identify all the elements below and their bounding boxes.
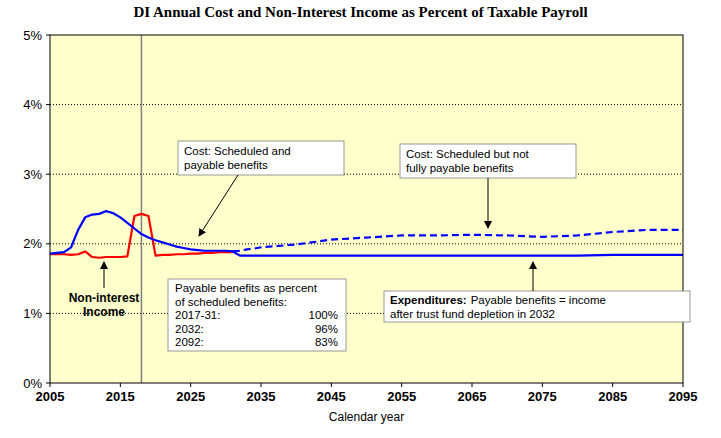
- x-tick: [331, 383, 332, 387]
- x-tick: [683, 383, 684, 387]
- x-tick: [50, 383, 51, 387]
- annotation-line: Cost: Scheduled but not: [406, 148, 530, 160]
- y-tick: [46, 313, 50, 314]
- x-tick-label: 2045: [317, 389, 346, 404]
- x-tick-label: 2025: [176, 389, 205, 404]
- series-line: [233, 230, 683, 252]
- x-tick: [472, 383, 473, 387]
- annotation-title: Non-interest: [69, 291, 140, 305]
- plot-data: [50, 35, 683, 383]
- x-tick-label: 2005: [36, 389, 65, 404]
- annotation-text: Expenditures: Payable benefits = income: [390, 294, 606, 306]
- annotation-line: payable benefits: [184, 159, 268, 171]
- background: [0, 0, 721, 438]
- annotation-box: [400, 144, 576, 178]
- y-tick-label: 3%: [23, 167, 42, 182]
- annotation-arrow: [533, 262, 534, 291]
- plot-frame: [50, 35, 683, 383]
- annotation-line: after trust fund depletion in 2032: [390, 308, 555, 320]
- grid-line: [50, 243, 683, 244]
- table-box: [168, 279, 346, 351]
- table-title: Payable benefits as percent: [175, 282, 318, 294]
- annotation-arrow: [199, 175, 238, 236]
- x-tick-label: 2075: [528, 389, 557, 404]
- x-tick-label: 2095: [669, 389, 698, 404]
- y-tick: [46, 383, 50, 384]
- x-tick-label: 2015: [106, 389, 135, 404]
- annotation-box: [178, 141, 344, 175]
- x-tick-label: 2065: [458, 389, 487, 404]
- annotation-arrow: [104, 262, 105, 288]
- x-tick-label: 2055: [387, 389, 416, 404]
- table-row-label: 2017-31:: [175, 309, 220, 321]
- annotation-title: Income: [83, 305, 125, 319]
- annotation-line: Cost: Scheduled and: [184, 145, 291, 157]
- table-title: of scheduled benefits:: [175, 296, 287, 308]
- y-tick-label: 1%: [23, 306, 42, 321]
- reference-line: [141, 35, 143, 383]
- x-tick: [542, 383, 543, 387]
- table-row-value: 100%: [309, 309, 338, 321]
- chart: DI Annual Cost and Non-Interest Income a…: [0, 0, 721, 438]
- x-tick: [190, 383, 191, 387]
- table-row-label: 2032:: [175, 323, 204, 335]
- annotation-arrow: [488, 178, 489, 228]
- annotation-title: Expenditures:: [390, 294, 467, 306]
- y-tick: [46, 104, 50, 105]
- x-tick: [120, 383, 121, 387]
- x-tick: [612, 383, 613, 387]
- y-tick-label: 5%: [23, 28, 42, 43]
- x-tick: [261, 383, 262, 387]
- title: DI Annual Cost and Non-Interest Income a…: [133, 4, 587, 20]
- y-tick: [46, 35, 50, 36]
- x-tick-label: 2085: [598, 389, 627, 404]
- series-line: [50, 211, 683, 256]
- y-tick: [46, 174, 50, 175]
- table-row-value: 83%: [315, 336, 338, 348]
- annotation-box: [384, 291, 690, 322]
- plot-area: [50, 35, 683, 383]
- y-tick: [46, 243, 50, 244]
- y-tick-label: 4%: [23, 97, 42, 112]
- annotation-line: fully payable benefits: [406, 162, 514, 174]
- x-axis-label: Calendar year: [329, 410, 404, 424]
- x-tick: [401, 383, 402, 387]
- annotation-line: Payable benefits = income: [471, 294, 606, 306]
- x-tick-label: 2035: [247, 389, 276, 404]
- y-tick-label: 2%: [23, 236, 42, 251]
- grid-line: [50, 104, 683, 105]
- table-row-value: 96%: [315, 323, 338, 335]
- table-row-label: 2092:: [175, 336, 204, 348]
- grid-line: [50, 174, 683, 175]
